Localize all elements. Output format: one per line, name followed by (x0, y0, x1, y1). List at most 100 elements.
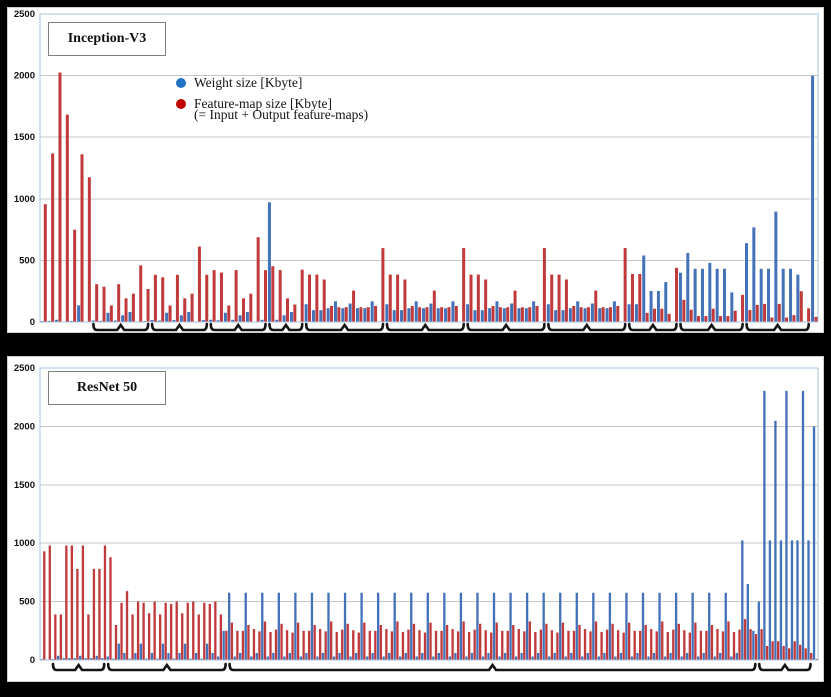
fmap-bar (80, 154, 84, 322)
fmap-bar (280, 623, 283, 660)
weight-bar (282, 315, 286, 322)
fmap-bar (146, 288, 150, 322)
weight-bar (316, 656, 319, 660)
weight-bar (658, 592, 661, 660)
fmap-bar (269, 631, 272, 660)
weight-bar (663, 656, 667, 660)
weight-bar (570, 652, 573, 660)
fmap-bar (440, 630, 443, 660)
weight-bar (370, 301, 374, 322)
weight-bar (211, 652, 214, 660)
fmap-bar (594, 290, 598, 322)
weight-bar (437, 652, 440, 660)
fmap-bar (550, 630, 554, 660)
weight-bar (581, 656, 584, 660)
weight-bar (228, 592, 231, 660)
weight-bar (700, 268, 704, 322)
fmap-bar (208, 603, 211, 660)
fmap-bar (749, 629, 752, 660)
weight-bar (630, 656, 634, 660)
fmap-bar (688, 632, 692, 660)
fmap-bar (513, 290, 517, 322)
weight-bar (495, 301, 499, 322)
legend-sublabel-fmap: (= Input + Output feature-maps) (194, 106, 369, 122)
fmap-bar (765, 645, 769, 660)
inception-v3-panel: 0 500 1000 1500 2000 2500 Inception-V3 Weight… (8, 8, 823, 332)
fmap-bar (286, 298, 290, 322)
weight-bar (627, 304, 631, 322)
weight-bar (509, 592, 512, 660)
y-tick-label: 2500 (14, 9, 35, 20)
weight-bar (275, 319, 279, 322)
y-tick-label: 1500 (14, 480, 35, 491)
weight-bar (167, 652, 170, 660)
weight-bar (123, 652, 126, 660)
weight-bar (575, 592, 578, 660)
fmap-bar (352, 290, 356, 322)
y-tick-label: 2000 (14, 71, 35, 82)
fmap-bar (319, 629, 322, 660)
fmap-bar (109, 557, 112, 660)
weight-bar (697, 656, 700, 660)
fmap-bar (219, 272, 223, 322)
fmap-bar (622, 632, 625, 660)
fmap-bar (205, 274, 209, 322)
weight-bar (466, 304, 470, 322)
weight-bar (470, 652, 474, 660)
weight-bar (603, 652, 606, 660)
y-tick-label: 2500 (14, 363, 35, 374)
weight-bar (150, 652, 154, 660)
layer-group-brace (758, 662, 812, 672)
y-tick-label: 2000 (14, 421, 35, 432)
fmap-bar (139, 265, 143, 322)
fmap-bar (561, 622, 565, 660)
weight-bar (134, 652, 137, 660)
weight-bar (363, 308, 367, 322)
layer-group-brace (51, 662, 106, 672)
fmap-bar (330, 305, 334, 322)
fmap-bar (605, 629, 609, 660)
fmap-bar (748, 310, 752, 322)
fmap-bar (528, 307, 532, 322)
weight-bar (150, 320, 154, 322)
fmap-bar (600, 631, 603, 660)
fmap-bar (256, 237, 260, 322)
fmap-bar (495, 622, 498, 660)
fmap-bar (804, 648, 807, 660)
fmap-bar (92, 568, 96, 660)
weight-bar (451, 301, 455, 322)
fmap-bar (186, 602, 189, 660)
fmap-bar (666, 631, 669, 660)
weight-bar (693, 268, 697, 322)
fmap-bar (70, 545, 74, 660)
weight-bar (612, 301, 616, 322)
weight-bar (321, 652, 325, 660)
weight-bar (625, 592, 628, 660)
weight-bar (178, 652, 181, 660)
fmap-bar (556, 632, 559, 660)
fmap-bar (523, 631, 526, 660)
weight-bar (656, 290, 660, 322)
weight-bar (752, 227, 756, 322)
legend-label-fmap: Feature-map size [Kbyte] (194, 95, 332, 111)
weight-bar (101, 658, 104, 660)
weight-bar (145, 658, 148, 660)
fmap-bar (660, 308, 664, 322)
fmap-bar (542, 248, 546, 322)
weight-bar (730, 292, 734, 322)
fmap-bar (170, 603, 173, 660)
weight-bar (283, 656, 286, 660)
fmap-bar (534, 631, 537, 660)
weight-bar (568, 308, 572, 322)
weight-bar (774, 420, 777, 660)
weight-bar (392, 310, 396, 322)
weight-bar (106, 656, 109, 660)
weight-bar (674, 592, 678, 660)
fmap-bar (741, 294, 745, 322)
fmap-bar (124, 298, 128, 322)
weight-bar (444, 308, 448, 322)
layer-group-brace (106, 662, 227, 672)
fmap-bar (330, 621, 333, 660)
weight-bar (187, 312, 191, 322)
fmap-bar (793, 641, 796, 660)
